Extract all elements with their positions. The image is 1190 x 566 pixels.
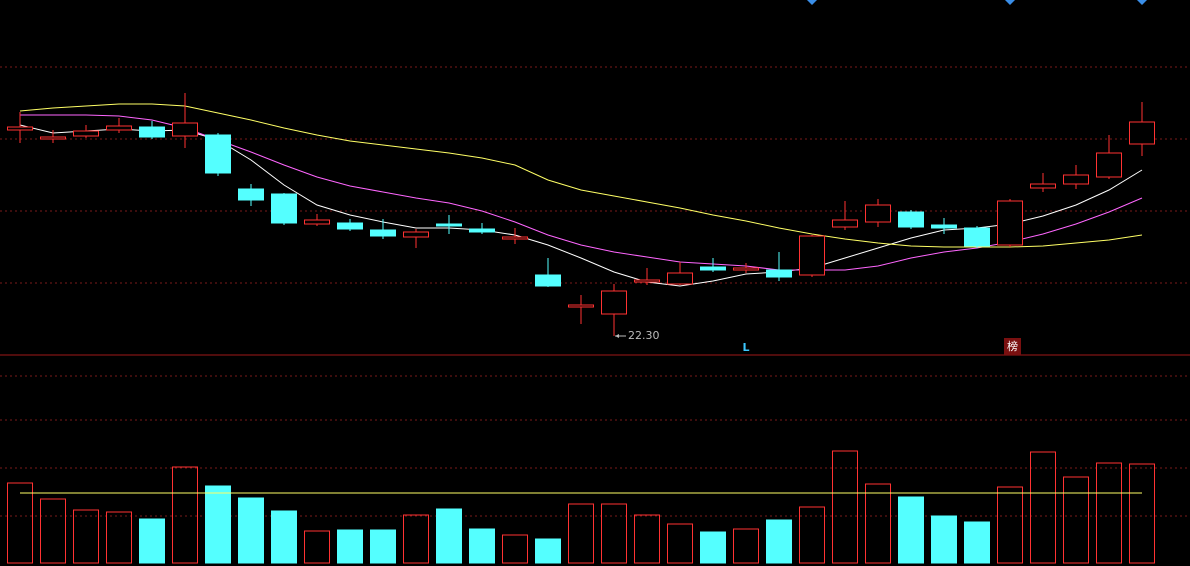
- candle-body: [832, 219, 858, 228]
- volume-bar: [73, 509, 99, 564]
- candle-body: [931, 224, 957, 229]
- candle-body: [667, 272, 693, 285]
- candle-body: [535, 274, 561, 287]
- candle-body: [139, 126, 165, 138]
- volume-bar: [106, 511, 132, 564]
- candle-body: [799, 235, 825, 276]
- candle-body: [7, 126, 33, 131]
- volume-bar: [1063, 476, 1089, 564]
- volume-bar: [1096, 462, 1122, 564]
- volume-bar: [865, 483, 891, 564]
- volume-bar: [733, 528, 759, 564]
- volume-bar: [370, 529, 396, 564]
- candle-body: [40, 136, 66, 140]
- candle-body: [601, 290, 627, 315]
- volume-bar: [568, 503, 594, 564]
- candle-body: [997, 200, 1023, 246]
- volume-bar: [700, 531, 726, 564]
- candle-body: [304, 219, 330, 225]
- candle-body: [766, 269, 792, 278]
- candle-body: [1030, 183, 1056, 189]
- low-pointer-head: [615, 334, 619, 338]
- candle-body: [700, 266, 726, 271]
- candle-body: [502, 236, 528, 240]
- candle-body: [172, 122, 198, 137]
- volume-bar: [469, 528, 495, 564]
- volume-bar: [172, 466, 198, 564]
- signal-label: L: [742, 341, 749, 354]
- moving-average-line: [19, 124, 1143, 287]
- volume-bar: [337, 529, 363, 564]
- candle-body: [1129, 121, 1155, 145]
- volume-bar: [271, 510, 297, 564]
- volume-bar: [1030, 451, 1056, 564]
- markers: [807, 0, 1147, 5]
- candle-body: [964, 227, 990, 247]
- candle-body: [436, 223, 462, 227]
- candle-body: [271, 193, 297, 224]
- volume-bar: [7, 482, 33, 564]
- candle-body: [865, 204, 891, 223]
- candle-body: [733, 267, 759, 271]
- marker-icon: [807, 0, 817, 5]
- volume-bar: [1129, 463, 1155, 564]
- volume-bar: [997, 486, 1023, 564]
- moving-average-line: [19, 103, 1143, 248]
- volume-bar: [502, 534, 528, 564]
- candle-body: [898, 211, 924, 228]
- volume-bar: [238, 497, 264, 564]
- volume-bar: [535, 538, 561, 564]
- volume-bar: [205, 485, 231, 564]
- volume-bar: [832, 450, 858, 564]
- volume-bar: [403, 514, 429, 564]
- candle-body: [370, 229, 396, 237]
- candle-body: [205, 134, 231, 174]
- candle-body: [106, 125, 132, 131]
- candle-body: [337, 222, 363, 230]
- grid: [0, 66, 1190, 517]
- volume-bar: [139, 518, 165, 564]
- volume-panel: [7, 450, 1155, 564]
- candle-body: [238, 188, 264, 201]
- volume-bar: [667, 523, 693, 564]
- marker-icon: [1005, 0, 1015, 5]
- price-panel: [7, 93, 1155, 336]
- volume-bar: [898, 496, 924, 564]
- volume-bar: [40, 498, 66, 564]
- volume-bar: [436, 508, 462, 564]
- marker-icon: [1137, 0, 1147, 5]
- candle-body: [469, 228, 495, 233]
- volume-bar: [964, 521, 990, 564]
- candle-body: [73, 130, 99, 137]
- candle-body: [1096, 152, 1122, 178]
- volume-bar: [304, 530, 330, 564]
- candle-body: [634, 279, 660, 283]
- volume-bar: [766, 519, 792, 564]
- candle-body: [403, 231, 429, 238]
- volume-bar: [931, 515, 957, 564]
- badge-bg: [1004, 338, 1021, 355]
- volume-bar: [601, 503, 627, 564]
- badge-label: 榜: [1007, 339, 1018, 353]
- volume-bar: [634, 514, 660, 564]
- volume-bar: [799, 506, 825, 564]
- candle-body: [1063, 174, 1089, 185]
- low-label: 22.30: [628, 329, 660, 342]
- candle-body: [568, 304, 594, 308]
